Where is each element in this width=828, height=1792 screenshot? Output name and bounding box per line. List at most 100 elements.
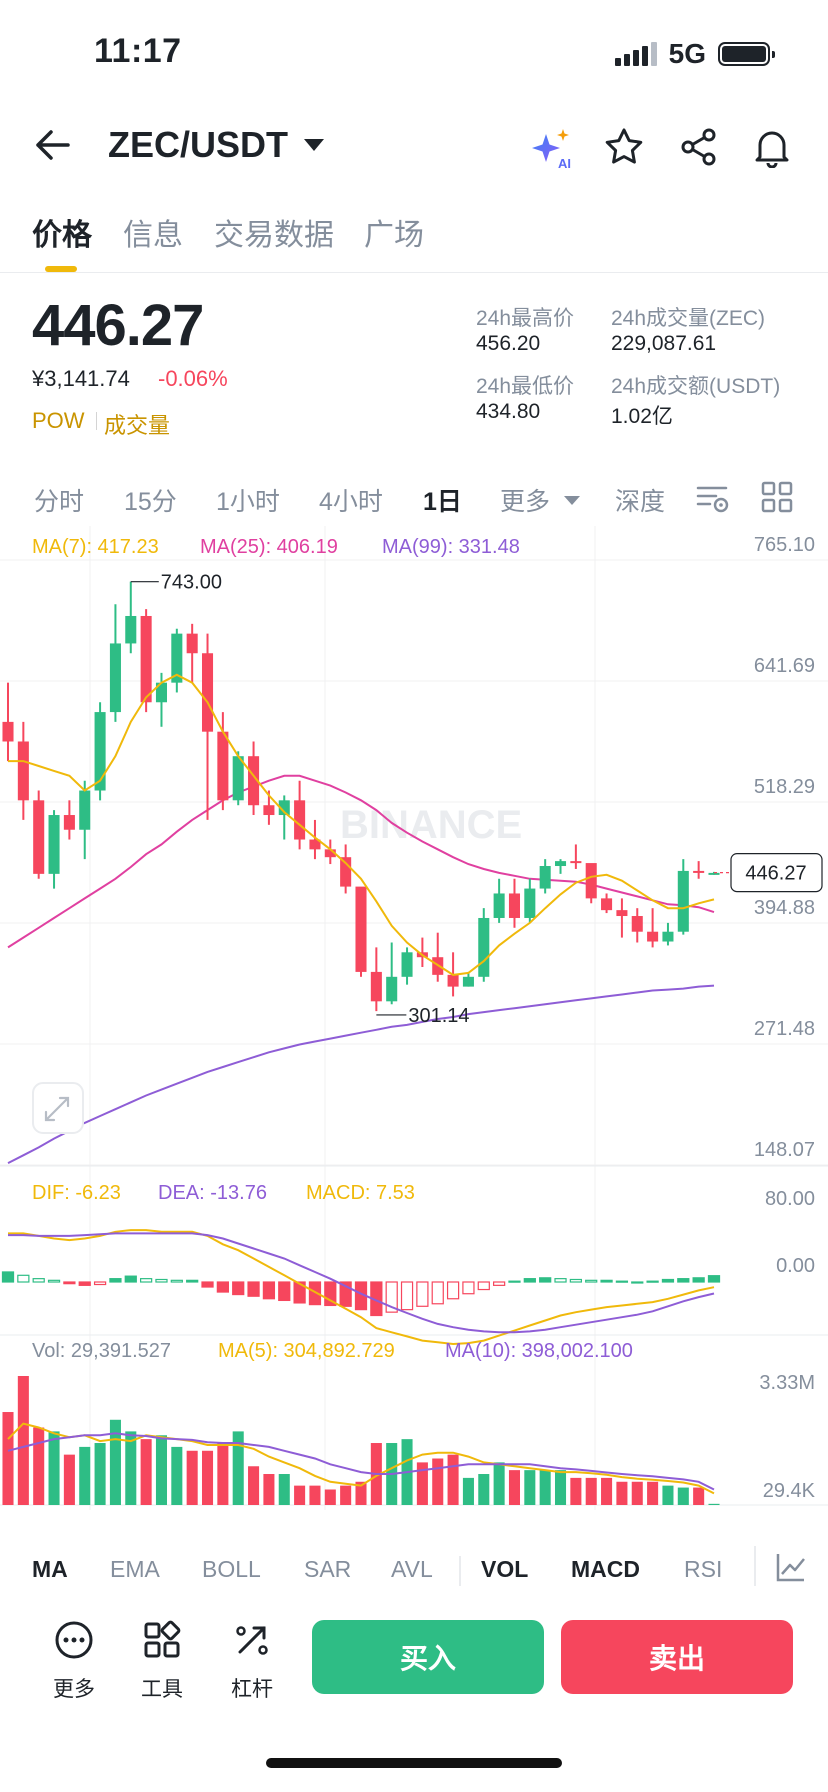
alert-button[interactable]: [751, 126, 795, 170]
candle-body: [524, 888, 536, 918]
macd-bar: [124, 1275, 137, 1283]
macd-bar: [585, 1279, 598, 1283]
indicator-boll[interactable]: BOLL: [202, 1556, 261, 1582]
indicator-divider-2: [754, 1546, 756, 1586]
candle-body: [309, 839, 321, 850]
macd-bar: [339, 1281, 352, 1307]
macd-bar: [109, 1278, 122, 1283]
indicator-settings-button[interactable]: [774, 1550, 808, 1589]
battery-icon: [718, 42, 775, 66]
macd-bar: [186, 1279, 199, 1283]
volume-bar: [554, 1470, 567, 1505]
macd-bar: [78, 1281, 91, 1286]
dif-legend: DIF: -6.23: [32, 1182, 121, 1204]
more-label: 更多: [53, 1678, 95, 1701]
tag-pow[interactable]: POW: [32, 408, 85, 433]
back-button[interactable]: [32, 124, 74, 171]
amount-label: 24h成交额(USDT): [611, 375, 781, 398]
interval-depth[interactable]: 深度: [615, 488, 666, 516]
volume-bar: [662, 1485, 674, 1505]
share-button[interactable]: [678, 126, 722, 170]
grid-icon: [761, 481, 793, 513]
candle-body: [585, 863, 597, 899]
candle-body: [647, 931, 659, 942]
interval-1h[interactable]: 1小时: [216, 488, 280, 516]
interval-more-label: 更多: [500, 488, 551, 516]
candle-body: [171, 633, 183, 683]
indicator-macd[interactable]: MACD: [571, 1556, 640, 1582]
leverage-button[interactable]: 杠杆: [212, 1620, 292, 1703]
volume-bar: [309, 1485, 321, 1505]
bell-icon: [755, 131, 789, 169]
macd-bar: [539, 1277, 552, 1283]
macd-bar: [692, 1277, 705, 1283]
volume-axis-label: 3.33M: [759, 1372, 815, 1394]
tab-square[interactable]: 广场: [364, 219, 424, 252]
macd-bar: [278, 1281, 291, 1302]
price-axis-label: 394.88: [754, 897, 815, 919]
macd-bar: [1, 1271, 15, 1283]
volume-bar: [677, 1487, 689, 1505]
macd-axis-label: 80.00: [765, 1188, 815, 1210]
chart-settings-button[interactable]: [694, 480, 730, 521]
buy-button[interactable]: 买入: [312, 1620, 544, 1694]
macd-bar: [385, 1281, 398, 1313]
more-dots-icon: [55, 1621, 93, 1659]
current-price-label: 446.27: [745, 863, 806, 885]
volume-bar: [708, 1503, 720, 1505]
candle-body: [539, 866, 551, 889]
watermark: BINANCE: [340, 803, 522, 847]
indicator-ma[interactable]: MA: [32, 1556, 68, 1582]
network-label: 5G: [668, 38, 706, 69]
cny-price: ¥3,141.74: [32, 366, 130, 391]
sell-button[interactable]: 卖出: [561, 1620, 793, 1694]
interval-15m[interactable]: 15分: [124, 488, 177, 516]
indicator-divider: [459, 1556, 461, 1586]
status-icons: 5G: [614, 38, 775, 70]
pair-selector[interactable]: ZEC/USDT: [108, 124, 324, 166]
favorite-button[interactable]: [603, 126, 647, 170]
tag-volume[interactable]: 成交量: [104, 413, 171, 438]
indicator-rsi[interactable]: RSI: [684, 1556, 723, 1582]
tools-button[interactable]: 工具: [122, 1620, 202, 1703]
macd-bar: [646, 1280, 659, 1283]
ma7-line: [8, 673, 715, 976]
volume-axis-label: 29.4K: [763, 1480, 816, 1502]
macd-bar: [677, 1278, 690, 1283]
time-axis-label: 2025-11-28 08:00: [241, 1514, 405, 1516]
interval-more[interactable]: 更多: [500, 482, 581, 518]
candle-body: [386, 976, 398, 1002]
macd-legend: MACD: 7.53: [306, 1182, 415, 1204]
high-marker-label: 743.00: [161, 572, 222, 594]
candle-body: [340, 857, 352, 887]
candle-body: [554, 861, 567, 867]
ma99-path: [7, 984, 715, 1164]
ai-button[interactable]: AI: [530, 126, 574, 171]
tab-price[interactable]: 价格: [32, 219, 92, 252]
candle-body: [232, 756, 244, 801]
dea-legend: DEA: -13.76: [158, 1182, 267, 1204]
tab-info[interactable]: 信息: [123, 219, 183, 252]
svg-text:AI: AI: [558, 156, 571, 171]
indicator-vol[interactable]: VOL: [481, 1556, 529, 1582]
tab-trading-data[interactable]: 交易数据: [214, 219, 334, 252]
expand-button[interactable]: [32, 1082, 84, 1134]
candle-body: [493, 893, 505, 918]
interval-1d[interactable]: 1日: [423, 488, 462, 516]
leverage-label: 杠杆: [231, 1678, 273, 1701]
kline-chart[interactable]: BINANCE 743.00 301.14 446.27 765.10 641.69 5…: [0, 526, 828, 1516]
ma99-legend: MA(99): 331.48: [382, 536, 520, 558]
indicator-sar[interactable]: SAR: [304, 1556, 352, 1582]
candle-body: [447, 974, 459, 987]
candle-body: [33, 800, 45, 874]
layout-button[interactable]: [760, 480, 794, 519]
volume-bar: [585, 1477, 597, 1505]
interval-timeline[interactable]: 分时: [34, 488, 85, 516]
indicator-avl[interactable]: AVL: [391, 1556, 433, 1582]
more-button[interactable]: 更多: [34, 1620, 114, 1703]
indicator-ema[interactable]: EMA: [110, 1556, 160, 1582]
high-value: 456.20: [476, 332, 541, 355]
volume-bar: [447, 1454, 459, 1505]
interval-4h[interactable]: 4小时: [319, 488, 383, 516]
volume-bar: [524, 1470, 536, 1505]
